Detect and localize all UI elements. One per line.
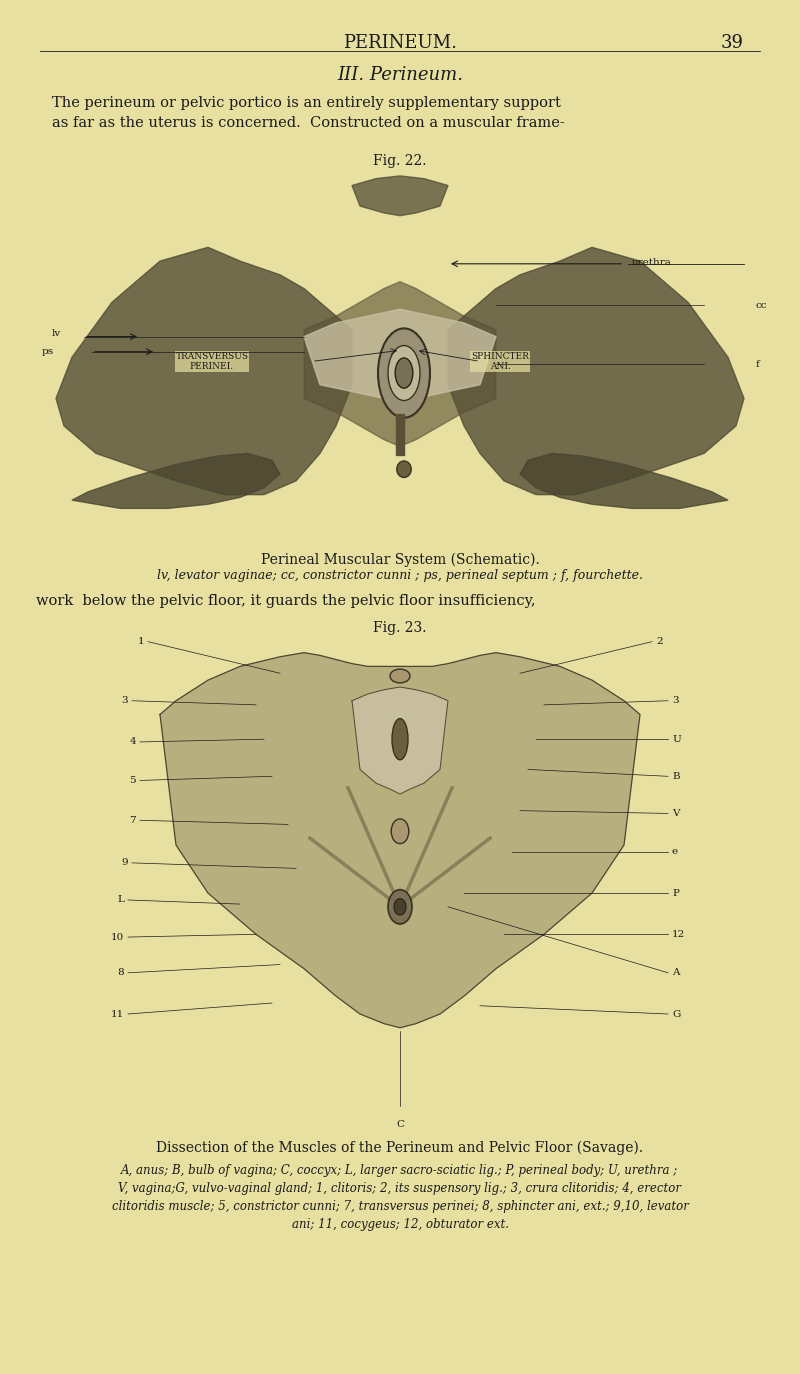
FancyBboxPatch shape [48,162,760,543]
Ellipse shape [378,328,430,418]
Ellipse shape [394,899,406,915]
Ellipse shape [388,890,412,925]
Text: Fig. 23.: Fig. 23. [374,621,426,635]
Text: Perineal Muscular System (Schematic).: Perineal Muscular System (Schematic). [261,552,539,566]
Text: 39: 39 [721,34,744,52]
Text: lv: lv [52,330,62,338]
Ellipse shape [392,719,408,760]
Text: B: B [672,772,680,780]
Text: e: e [672,848,678,856]
Text: 10: 10 [110,933,124,941]
Text: 9: 9 [122,859,128,867]
FancyBboxPatch shape [96,632,704,1134]
Text: 3: 3 [122,697,128,705]
Polygon shape [304,282,496,447]
Polygon shape [160,653,640,1028]
Polygon shape [304,309,496,401]
Polygon shape [520,453,728,508]
Text: U: U [672,735,681,743]
Polygon shape [396,415,404,456]
Text: Dissection of the Muscles of the Perineum and Pelvic Floor (Savage).: Dissection of the Muscles of the Perineu… [157,1140,643,1154]
Text: The perineum or pelvic portico is an entirely supplementary support
as far as th: The perineum or pelvic portico is an ent… [52,96,565,129]
Text: TRANSVERSUS
PERINEI.: TRANSVERSUS PERINEI. [175,352,249,371]
Polygon shape [352,176,448,216]
Text: urethra: urethra [632,258,672,267]
Text: G: G [672,1010,680,1018]
Polygon shape [72,453,280,508]
Text: C: C [396,1120,404,1129]
Text: A, anus; B, bulb of vagina; C, coccyx; L, larger sacro-sciatic lig.; P, perineal: A, anus; B, bulb of vagina; C, coccyx; L… [111,1164,689,1231]
Text: 11: 11 [110,1010,124,1018]
Text: SPHINCTER
ANI.: SPHINCTER ANI. [471,352,529,371]
Text: 7: 7 [130,816,136,824]
Polygon shape [448,247,744,495]
Text: lv, levator vaginae; cc, constrictor cunni ; ps, perineal septum ; f, fourchette: lv, levator vaginae; cc, constrictor cun… [157,569,643,581]
Text: PERINEUM.: PERINEUM. [343,34,457,52]
Text: cc: cc [756,301,767,309]
Text: ps: ps [42,348,54,356]
Ellipse shape [395,359,413,389]
Ellipse shape [388,346,420,401]
Text: Fig. 22.: Fig. 22. [374,154,426,168]
Text: 8: 8 [118,969,124,977]
Ellipse shape [391,819,409,844]
Ellipse shape [390,669,410,683]
Text: III. Perineum.: III. Perineum. [337,66,463,84]
Ellipse shape [397,460,411,478]
Text: 2: 2 [656,638,662,646]
Text: L: L [117,896,124,904]
Text: 3: 3 [672,697,678,705]
Text: 5: 5 [130,776,136,785]
Polygon shape [56,247,352,495]
Polygon shape [352,687,448,794]
Text: V: V [672,809,679,818]
Text: 12: 12 [672,930,686,938]
Text: A: A [672,969,679,977]
Text: f: f [756,360,760,368]
Text: 1: 1 [138,638,144,646]
Text: work  below the pelvic floor, it guards the pelvic floor insufficiency,: work below the pelvic floor, it guards t… [36,594,536,607]
Text: P: P [672,889,679,897]
Text: 4: 4 [130,738,136,746]
